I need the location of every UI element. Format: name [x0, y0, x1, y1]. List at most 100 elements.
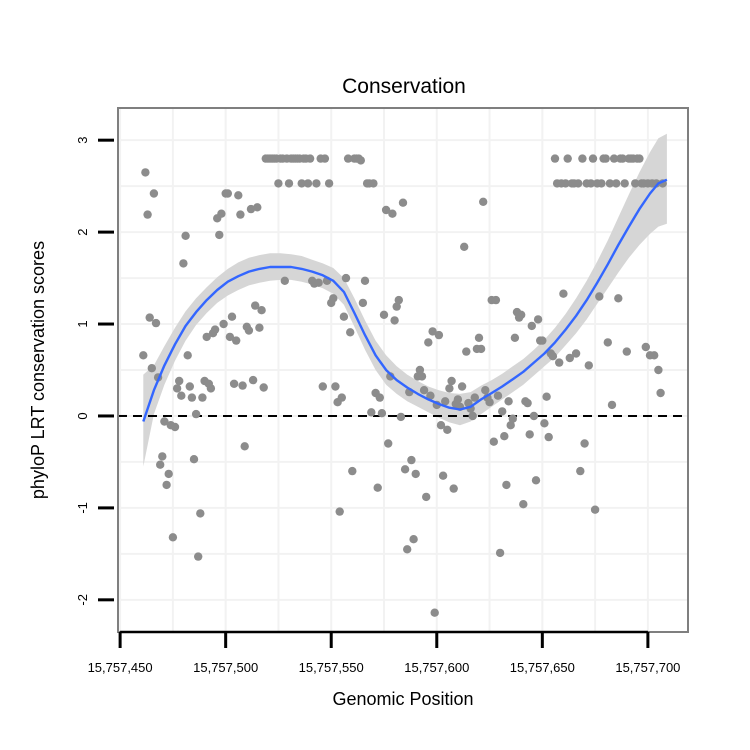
data-point	[369, 179, 378, 188]
data-point	[603, 338, 612, 347]
x-axis-label: Genomic Position	[332, 689, 473, 709]
data-point	[240, 442, 249, 451]
data-point	[149, 189, 159, 198]
data-point	[428, 327, 437, 336]
x-tick-label: 15,757,550	[299, 660, 364, 675]
data-point	[597, 179, 606, 188]
x-tick-label: 15,757,700	[615, 660, 680, 675]
data-point	[502, 480, 511, 490]
data-point	[215, 230, 224, 240]
data-point	[506, 421, 515, 430]
data-point	[417, 372, 427, 381]
data-point	[540, 419, 549, 428]
data-point	[194, 552, 203, 561]
y-tick-label: 0	[75, 412, 90, 419]
data-point	[489, 437, 498, 446]
data-point	[453, 395, 463, 404]
data-point	[538, 336, 547, 345]
data-point	[177, 391, 186, 400]
data-point	[588, 154, 598, 163]
data-point	[641, 342, 650, 352]
data-point	[329, 294, 338, 303]
data-point	[164, 469, 173, 479]
data-point	[476, 344, 486, 354]
data-point	[544, 432, 553, 442]
data-point	[314, 278, 323, 287]
data-point	[430, 608, 439, 617]
x-axis: 15,757,450 15,757,500 15,757,550 15,757,600…	[88, 630, 680, 675]
x-tick-label: 15,757,450	[88, 660, 153, 675]
data-point	[436, 421, 446, 430]
data-point	[652, 179, 661, 188]
data-point	[367, 408, 376, 417]
data-point	[542, 392, 551, 401]
data-point	[324, 179, 334, 188]
data-point	[574, 179, 583, 188]
data-point	[384, 439, 393, 448]
data-point	[246, 204, 256, 214]
data-point	[631, 179, 640, 188]
data-point	[411, 469, 420, 479]
data-point	[396, 412, 406, 422]
data-point	[259, 383, 268, 392]
data-point	[447, 376, 456, 386]
data-point	[141, 168, 150, 177]
data-point	[320, 154, 330, 163]
data-point	[612, 179, 621, 188]
data-point	[392, 302, 401, 311]
data-point	[656, 388, 665, 398]
data-point	[172, 384, 182, 393]
data-point	[550, 154, 560, 163]
data-point	[274, 179, 283, 188]
data-point	[449, 484, 458, 493]
data-point	[248, 375, 258, 385]
data-point	[400, 465, 410, 474]
data-point	[175, 376, 184, 386]
data-point	[217, 209, 226, 218]
data-point	[650, 351, 659, 360]
data-point	[297, 179, 306, 188]
data-point	[388, 209, 397, 218]
data-point	[189, 455, 199, 464]
data-point	[234, 191, 243, 200]
data-point	[403, 545, 412, 554]
smooth-line	[142, 178, 668, 422]
data-point	[360, 276, 370, 285]
data-point	[576, 466, 585, 476]
data-point	[143, 210, 152, 219]
data-point	[373, 483, 382, 492]
data-point	[318, 382, 327, 391]
data-point	[253, 203, 262, 212]
data-point	[607, 400, 617, 410]
y-tick-label: 1	[75, 320, 90, 327]
y-axis-label: phyloP LRT conservation scores	[28, 241, 48, 499]
data-point	[474, 333, 484, 342]
data-point	[424, 338, 433, 347]
data-point	[438, 471, 448, 480]
data-point	[341, 273, 351, 283]
data-point	[238, 381, 247, 390]
data-point	[527, 321, 536, 331]
data-point	[548, 352, 558, 361]
data-point	[303, 179, 313, 188]
data-point	[500, 432, 509, 441]
data-point	[605, 179, 615, 188]
data-point	[343, 154, 353, 163]
data-point	[493, 391, 503, 400]
data-point	[462, 347, 471, 356]
data-point	[426, 391, 435, 400]
data-point	[191, 409, 201, 419]
data-point	[139, 351, 148, 360]
data-point	[162, 480, 171, 490]
data-point	[434, 330, 444, 340]
data-point	[168, 533, 178, 542]
data-point	[187, 393, 197, 402]
data-point	[375, 393, 384, 402]
data-point	[481, 386, 490, 395]
data-point	[379, 310, 389, 319]
data-point	[415, 365, 425, 375]
x-tick-label: 15,757,600	[404, 660, 469, 675]
data-point	[183, 351, 192, 360]
data-point	[614, 294, 623, 303]
